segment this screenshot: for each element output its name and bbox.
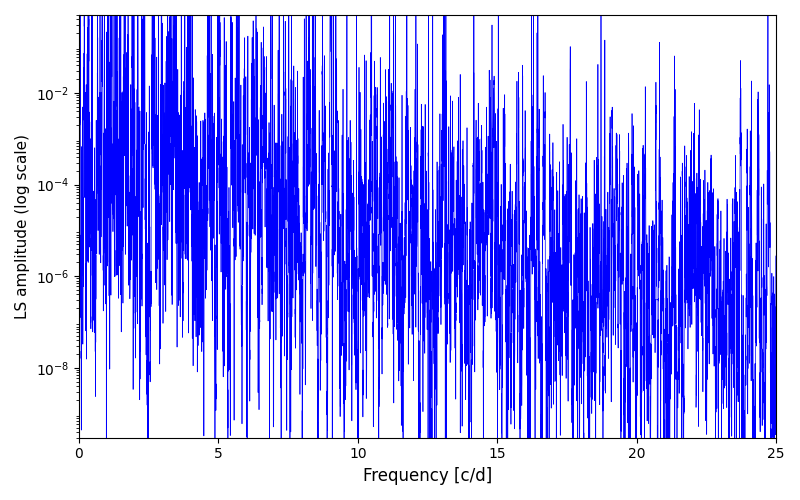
Y-axis label: LS amplitude (log scale): LS amplitude (log scale)	[15, 134, 30, 319]
X-axis label: Frequency [c/d]: Frequency [c/d]	[363, 467, 492, 485]
